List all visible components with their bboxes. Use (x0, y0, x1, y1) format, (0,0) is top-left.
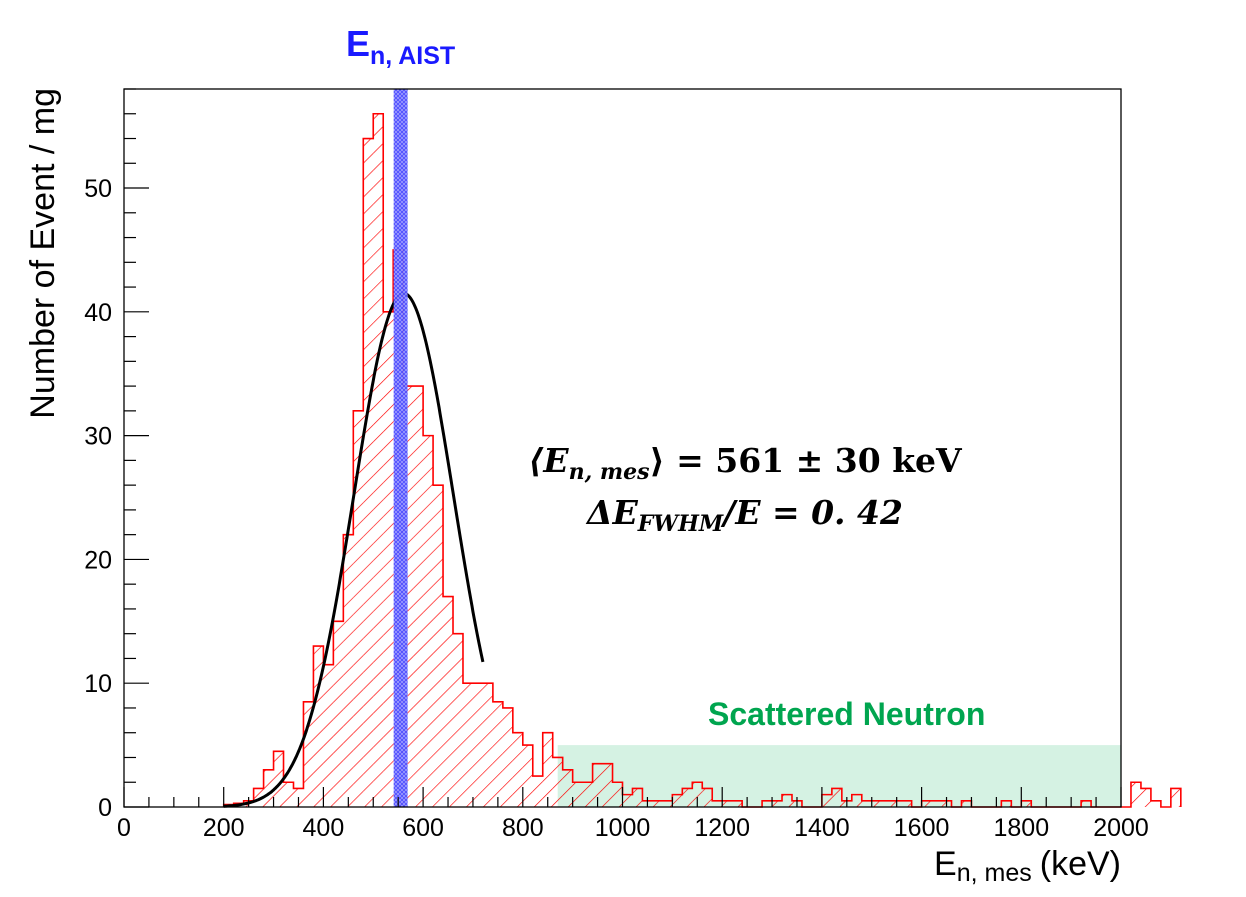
histogram-bin (363, 138, 374, 808)
histogram-bin (443, 596, 454, 807)
histogram-bin (782, 794, 792, 807)
histogram-bin (1021, 800, 1032, 807)
histogram-bin (821, 794, 832, 807)
histogram-bin (1081, 800, 1092, 807)
histogram-bin (672, 794, 683, 807)
histogram-bin (931, 800, 942, 807)
x-tick-label: 200 (203, 814, 245, 842)
histogram-bin (961, 800, 972, 807)
histogram-bin (572, 782, 583, 807)
histogram-bin (652, 800, 663, 807)
aist-energy-marker-band (393, 89, 408, 807)
histogram-bin (532, 776, 543, 807)
histogram-bin (881, 800, 892, 807)
histogram-bin (482, 683, 493, 807)
x-tick-label: 600 (402, 814, 444, 842)
histogram-bin (492, 701, 503, 807)
histogram-bin (622, 794, 633, 807)
histogram-bin (453, 633, 463, 807)
histogram-bin (732, 800, 743, 807)
scattered-neutron-label: Scattered Neutron (708, 696, 985, 732)
histogram-bin (373, 113, 384, 808)
histogram-bin (831, 788, 842, 807)
histogram-bin (602, 763, 613, 807)
histogram-bin (871, 800, 882, 807)
y-tick-label: 30 (84, 423, 112, 451)
y-tick-label: 10 (84, 670, 112, 698)
histogram-bin (1150, 800, 1161, 807)
y-tick-labels: 0 10 20 30 40 50 (84, 175, 112, 822)
y-tick-label: 40 (84, 299, 112, 327)
histogram-bin (413, 386, 424, 807)
histogram-bin (333, 621, 344, 807)
histogram-bin (702, 788, 713, 807)
histogram-bin (472, 683, 483, 807)
histogram-bin (921, 800, 932, 807)
x-tick-label: 1800 (993, 814, 1049, 842)
histogram-bin (662, 800, 673, 807)
x-tick-label: 1400 (794, 814, 850, 842)
histogram-bin (313, 646, 324, 807)
histogram-bin (522, 745, 533, 807)
histogram-bin (861, 800, 872, 807)
y-tick-label: 50 (84, 175, 112, 203)
histogram-bin (772, 800, 783, 807)
histogram-bin (901, 800, 912, 807)
gaussian-fit-curve (223, 291, 485, 808)
histogram-bin (273, 751, 284, 807)
aist-energy-label: En, AIST (346, 23, 455, 70)
histogram-bin (512, 732, 523, 807)
x-tick-label: 400 (303, 814, 345, 842)
histogram-bin (433, 485, 444, 807)
y-axis-title: Number of Event / mg (24, 88, 62, 419)
x-tick-label: 800 (502, 814, 544, 842)
resolution-annotation: ΔEFWHM/E = 0. 42 (585, 493, 903, 537)
x-tick-label: 1600 (894, 814, 950, 842)
x-tick-label: 2000 (1093, 814, 1149, 842)
x-tick-label: 0 (117, 814, 131, 842)
histogram-bin (612, 782, 623, 807)
y-tick-label: 0 (98, 794, 112, 822)
histogram-bin (552, 757, 563, 807)
x-tick-labels: 0 200 400 600 800 1000 1200 1400 1600 1800 2000 (117, 814, 1149, 842)
histogram-bin (542, 732, 553, 807)
histogram-bin (403, 386, 414, 807)
histogram-bin (562, 769, 573, 807)
histogram-bin (762, 800, 773, 807)
histogram-bin (253, 788, 264, 807)
histogram-bin (263, 769, 274, 807)
mean-energy-annotation: ⟨En, mes⟩ = 561 ± 30 keV (528, 441, 963, 485)
histogram-bin (1140, 788, 1151, 807)
histogram-bin (682, 788, 693, 807)
histogram-bin (303, 701, 314, 807)
histogram-bin (323, 664, 334, 807)
x-tick-label: 1000 (595, 814, 651, 842)
histogram-bin (343, 534, 354, 807)
histogram-bin (423, 435, 434, 807)
histogram-bin (851, 794, 862, 807)
histogram-bin (1170, 788, 1181, 807)
histogram-bin (722, 800, 733, 807)
histogram-bin (1130, 782, 1141, 807)
y-tick-label: 20 (84, 546, 112, 574)
histogram-bin (712, 800, 723, 807)
histogram-bin (632, 788, 643, 807)
histogram-bin (1001, 800, 1012, 807)
x-axis-title: En, mes (keV) (934, 845, 1121, 887)
axis-ticks (123, 88, 1122, 808)
x-tick-label: 1200 (694, 814, 750, 842)
histogram-bin (692, 782, 703, 807)
histogram-bin (592, 763, 603, 807)
histogram-bin (353, 410, 364, 807)
histogram-bin (502, 707, 513, 807)
histogram-bin (462, 683, 473, 807)
histogram-bin (283, 782, 294, 807)
histogram-bin (383, 311, 394, 807)
histogram-bin (582, 782, 593, 807)
